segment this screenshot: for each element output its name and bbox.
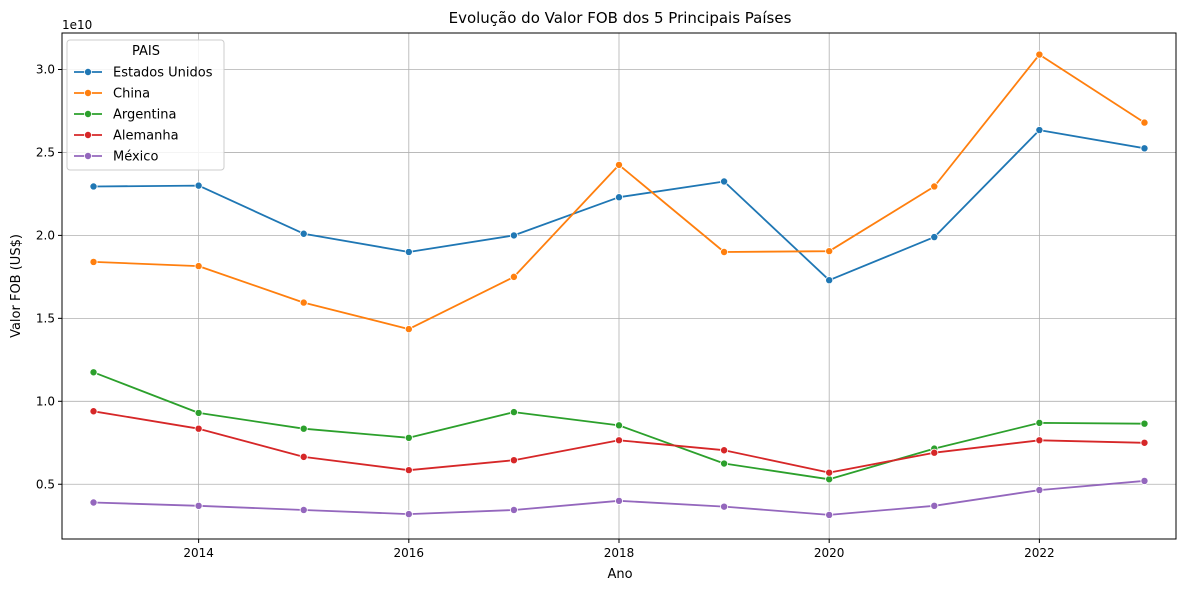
legend-title: PAIS bbox=[132, 44, 160, 59]
data-point bbox=[825, 276, 834, 285]
legend-label: Estados Unidos bbox=[113, 66, 213, 81]
y-axis-offset-label: 1e10 bbox=[62, 18, 92, 32]
legend-item: China bbox=[74, 87, 150, 102]
grid bbox=[62, 33, 1176, 539]
x-tick-label: 2020 bbox=[814, 546, 845, 560]
legend-marker bbox=[84, 151, 93, 160]
y-tick-label: 0.5 bbox=[36, 477, 55, 491]
data-point bbox=[509, 231, 518, 240]
legend-item: Alemanha bbox=[74, 129, 179, 144]
series-3 bbox=[89, 407, 1149, 477]
data-point bbox=[194, 181, 203, 190]
y-tick-label: 2.5 bbox=[36, 145, 55, 159]
data-point bbox=[825, 475, 834, 484]
legend-marker bbox=[84, 110, 93, 119]
y-axis-label: Valor FOB (US$) bbox=[9, 234, 24, 338]
data-point bbox=[509, 505, 518, 514]
data-point bbox=[89, 257, 98, 266]
data-point bbox=[299, 229, 308, 238]
y-axis: 0.5 1.0 1.5 2.0 2.5 3.0 bbox=[36, 62, 62, 491]
legend-marker bbox=[84, 130, 93, 139]
x-axis-label: Ano bbox=[607, 567, 632, 582]
data-point bbox=[1140, 419, 1149, 428]
data-point bbox=[404, 433, 413, 442]
data-point bbox=[299, 424, 308, 433]
legend-label: Alemanha bbox=[113, 129, 179, 144]
data-point bbox=[1035, 126, 1044, 135]
legend-label: China bbox=[113, 87, 150, 102]
data-point bbox=[89, 368, 98, 377]
x-tick-label: 2014 bbox=[183, 546, 214, 560]
data-point bbox=[615, 193, 624, 202]
data-point bbox=[720, 502, 729, 511]
y-tick-label: 2.0 bbox=[36, 228, 55, 242]
chart-title: Evolução do Valor FOB dos 5 Principais P… bbox=[449, 9, 792, 27]
data-point bbox=[615, 160, 624, 169]
data-point bbox=[615, 436, 624, 445]
data-point bbox=[720, 247, 729, 256]
series-1 bbox=[89, 50, 1149, 334]
data-point bbox=[509, 272, 518, 281]
data-point bbox=[89, 182, 98, 191]
legend-item: México bbox=[74, 150, 158, 165]
x-tick-label: 2016 bbox=[394, 546, 425, 560]
data-point bbox=[509, 456, 518, 465]
legend-box bbox=[66, 39, 225, 171]
legend-item: Argentina bbox=[74, 108, 176, 123]
legend-item: Estados Unidos bbox=[74, 66, 213, 81]
data-point bbox=[299, 298, 308, 307]
data-point bbox=[1035, 50, 1044, 59]
data-point bbox=[404, 466, 413, 475]
data-point bbox=[720, 177, 729, 186]
data-point bbox=[930, 448, 939, 457]
data-point bbox=[825, 510, 834, 519]
series-0 bbox=[89, 126, 1149, 285]
data-point bbox=[1140, 476, 1149, 485]
data-point bbox=[825, 247, 834, 256]
data-point bbox=[404, 510, 413, 519]
data-point bbox=[1035, 486, 1044, 495]
series-2 bbox=[89, 368, 1149, 484]
y-tick-label: 1.0 bbox=[36, 394, 55, 408]
data-point bbox=[509, 408, 518, 417]
legend-marker bbox=[84, 89, 93, 98]
y-tick-label: 1.5 bbox=[36, 311, 55, 325]
data-point bbox=[89, 407, 98, 416]
data-point bbox=[194, 408, 203, 417]
data-point bbox=[1035, 418, 1044, 427]
data-point bbox=[930, 233, 939, 242]
data-point bbox=[720, 446, 729, 455]
data-point bbox=[720, 459, 729, 468]
legend-label: México bbox=[113, 150, 158, 165]
data-point bbox=[930, 182, 939, 191]
series-group bbox=[89, 50, 1149, 519]
data-point bbox=[299, 505, 308, 514]
data-point bbox=[299, 452, 308, 461]
legend-label: Argentina bbox=[113, 108, 176, 123]
data-point bbox=[89, 498, 98, 507]
data-point bbox=[1035, 436, 1044, 445]
x-tick-label: 2018 bbox=[604, 546, 635, 560]
data-point bbox=[404, 325, 413, 334]
data-point bbox=[194, 501, 203, 510]
legend-marker bbox=[84, 68, 93, 77]
data-point bbox=[615, 421, 624, 430]
data-point bbox=[1140, 144, 1149, 153]
data-point bbox=[404, 247, 413, 256]
data-point bbox=[194, 424, 203, 433]
x-tick-label: 2022 bbox=[1024, 546, 1055, 560]
data-point bbox=[930, 501, 939, 510]
data-point bbox=[1140, 118, 1149, 127]
data-point bbox=[615, 496, 624, 505]
legend: PAIS Estados Unidos China Argentina Alemanh… bbox=[66, 39, 225, 171]
data-point bbox=[194, 262, 203, 271]
series-4 bbox=[89, 476, 1149, 519]
data-point bbox=[825, 468, 834, 477]
x-axis: 2014 2016 2018 2020 2022 bbox=[183, 539, 1055, 560]
data-point bbox=[1140, 438, 1149, 447]
y-tick-label: 3.0 bbox=[36, 62, 55, 76]
